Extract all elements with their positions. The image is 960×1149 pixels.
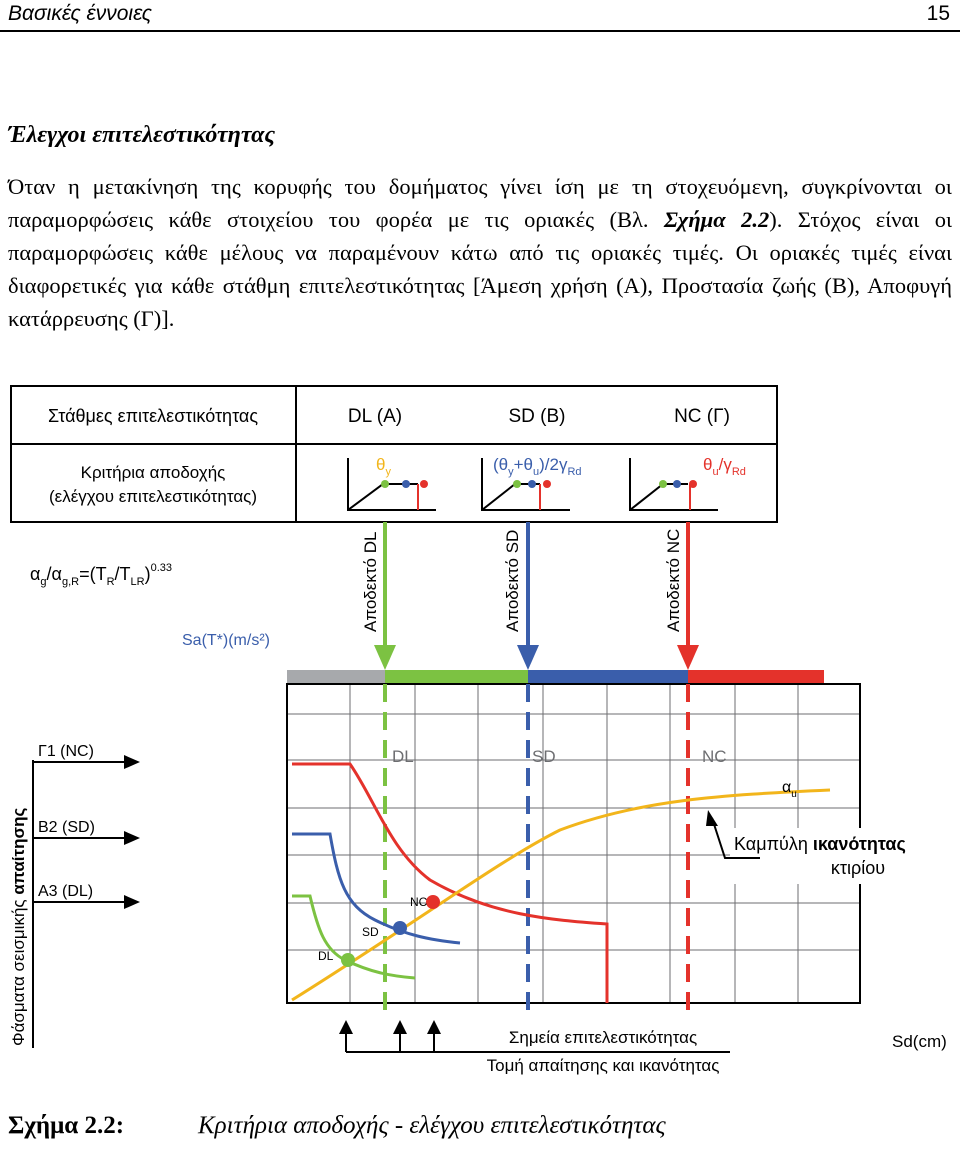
capacity-label-2: κτιρίου xyxy=(831,858,885,878)
page-number: 15 xyxy=(926,2,950,25)
paragraph-text-2: ). Στόχος είναι οι παραμορφώσεις κάθε μέ… xyxy=(8,207,953,331)
performance-levels-table xyxy=(10,385,778,523)
performance-point-nc xyxy=(426,895,440,909)
capacity-pointer-head xyxy=(706,810,718,826)
performance-range-bar xyxy=(287,670,824,684)
alpha-u-label: αu xyxy=(782,779,797,800)
demand-level-nc: Γ1 (NC) xyxy=(38,743,94,760)
sd-axis-label: Sd(cm) xyxy=(892,1032,947,1051)
figure-caption: Σχήμα 2.2: Κριτήρια αποδοχής - ελέγχου ε… xyxy=(8,1112,666,1140)
caption-label: Σχήμα 2.2: xyxy=(8,1112,125,1139)
acceptable-dl-label: Αποδεκτό DL xyxy=(361,532,380,632)
level-nc: NC (Γ) xyxy=(674,406,730,427)
figure-reference[interactable]: Σχήμα 2.2 xyxy=(663,207,770,232)
demand-arrow-dl xyxy=(33,895,140,909)
caption-text: Κριτήρια αποδοχής - ελέγχου επιτελεστικό… xyxy=(198,1112,666,1139)
demand-axis-label: Φάσματα σεισμικής απαίτησης xyxy=(9,808,28,1046)
pga-ratio-formula: αg/αg,R=(TR/TLR)0.33 xyxy=(30,562,172,588)
section-title: Βασικές έννοιες xyxy=(8,2,152,25)
performance-point-sd xyxy=(393,921,407,935)
acceptable-nc-label: Αποδεκτό NC xyxy=(664,529,683,632)
acceptable-sd-label: Αποδεκτό SD xyxy=(503,530,522,632)
page-header: Βασικές έννοιες 15 xyxy=(0,0,960,32)
zone-label-nc: NC xyxy=(702,747,727,766)
demand-level-dl: A3 (DL) xyxy=(38,883,93,900)
demand-arrow-sd xyxy=(33,831,140,845)
body-paragraph: Όταν η μετακίνηση της κορυφής του δομήμα… xyxy=(8,170,952,335)
criterion-dl: θy xyxy=(376,455,391,478)
performance-diagram: Στάθμες επιτελεστικότητας DL (A) SD (B) … xyxy=(9,385,947,1075)
level-dl: DL (A) xyxy=(348,406,402,427)
section-heading: Έλεγχοι επιτελεστικότητας xyxy=(8,122,276,148)
mini-curve-nc xyxy=(629,458,718,511)
zone-label-sd: SD xyxy=(532,747,556,766)
figure: Στάθμες επιτελεστικότητας DL (A) SD (B) … xyxy=(0,380,960,1100)
capacity-curve xyxy=(291,788,831,1002)
acceptance-arrow-dl xyxy=(374,522,396,670)
point-label-sd: SD xyxy=(362,925,379,939)
capacity-pointer xyxy=(711,817,760,859)
level-sd: SD (B) xyxy=(509,406,566,427)
acceptance-arrow-sd xyxy=(517,522,539,670)
criterion-nc: θu/γRd xyxy=(703,455,746,478)
point-label-dl: DL xyxy=(318,949,334,963)
paragraph-text-1: Όταν η μετακίνηση της κορυφής του δομήμα… xyxy=(8,174,952,232)
criterion-sd: (θy+θu)/2γRd xyxy=(493,455,582,478)
criteria-label: Κριτήρια αποδοχής xyxy=(81,463,226,482)
zone-label-dl: DL xyxy=(392,747,414,766)
demand-spectrum-nc xyxy=(292,762,609,1003)
mini-curve-dl xyxy=(347,458,436,511)
levels-row-label: Στάθμες επιτελεστικότητας xyxy=(48,406,258,426)
acceptance-arrow-nc xyxy=(677,522,699,670)
intersection-label: Τομή απαίτησης και ικανότητας xyxy=(487,1056,720,1075)
performance-points-label: Σημεία επιτελεστικότητας xyxy=(509,1028,697,1047)
point-label-nc: NC xyxy=(410,895,428,909)
demand-spectrum-dl xyxy=(292,894,416,980)
sa-axis-label: Sa(T*)(m/s²) xyxy=(182,632,270,649)
criteria-sublabel: (ελέγχου επιτελεστικότητας) xyxy=(49,487,257,506)
performance-point-dl xyxy=(341,953,355,967)
capacity-label: Καμπύλη ικανότητας xyxy=(734,834,906,854)
demand-level-sd: B2 (SD) xyxy=(38,819,95,836)
capacity-label-bg xyxy=(730,828,930,884)
mini-curve-sd xyxy=(481,458,570,511)
demand-spectrum-sd xyxy=(292,832,461,945)
demand-arrow-nc xyxy=(33,755,140,769)
perf-points-bracket xyxy=(339,1020,730,1053)
